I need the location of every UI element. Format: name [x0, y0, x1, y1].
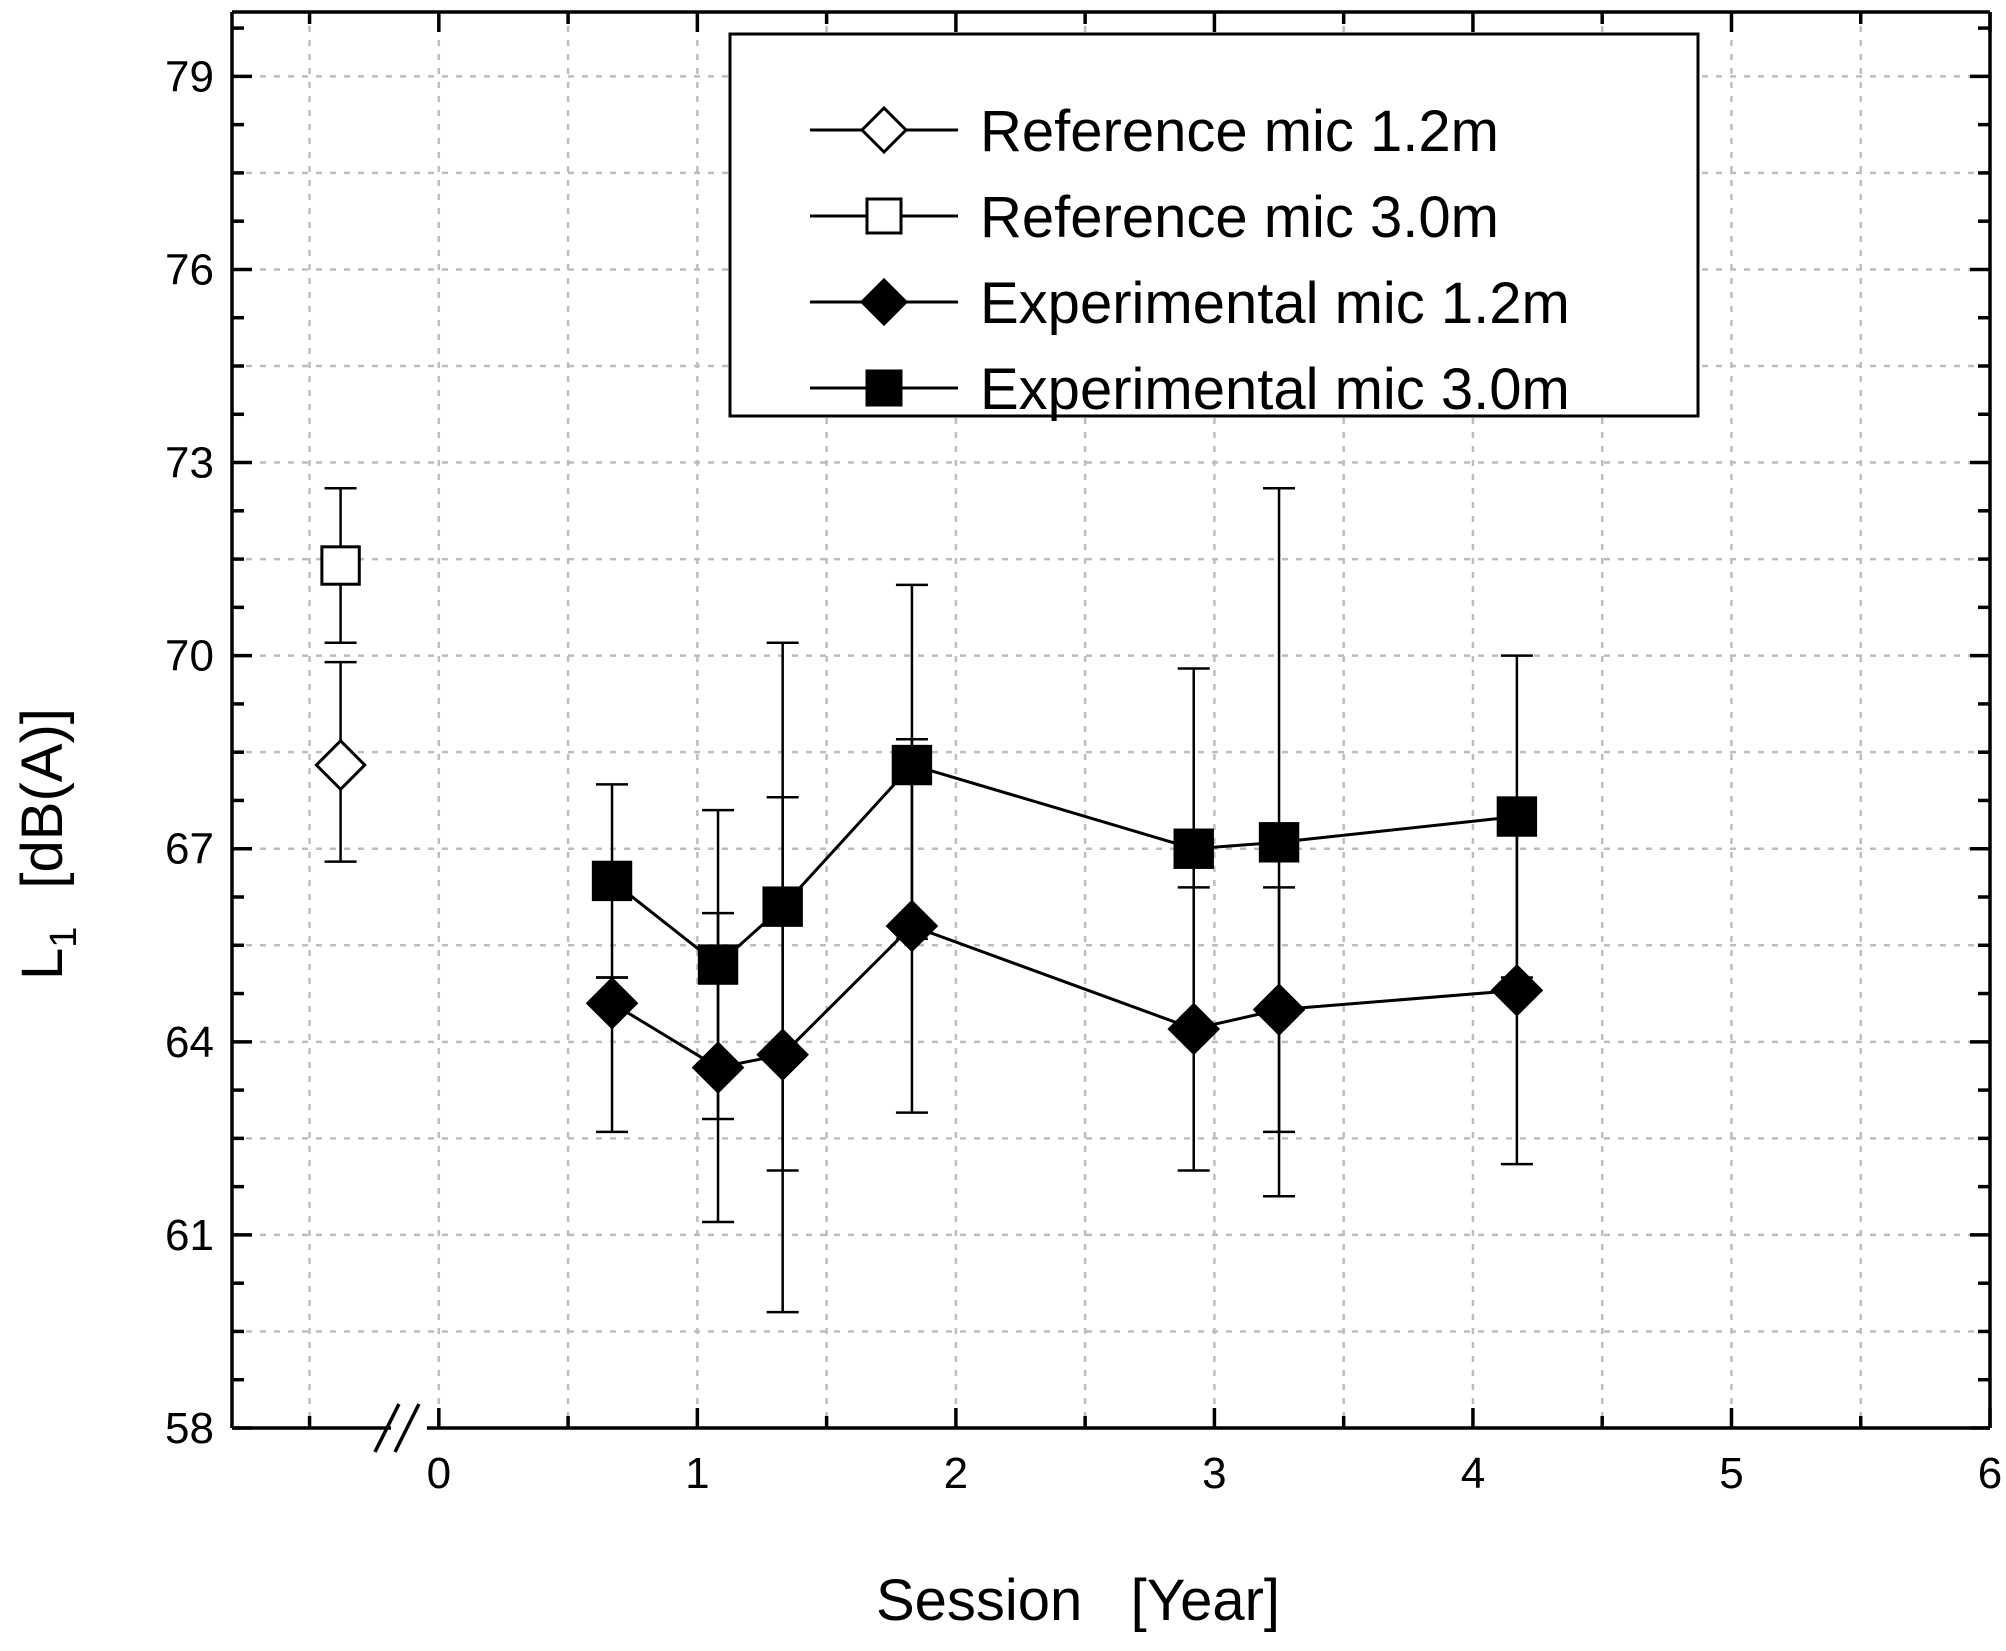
x-tick-label: 1 — [685, 1449, 709, 1498]
legend-marker — [859, 105, 909, 155]
y-tick-label: 70 — [165, 632, 214, 681]
data-point — [1258, 822, 1300, 863]
legend-entry: Reference mic 3.0m — [810, 185, 1499, 250]
y-tick-label: 73 — [165, 439, 214, 488]
series-line — [611, 763, 1518, 967]
legend-label: Reference mic 3.0m — [980, 185, 1499, 250]
y-tick-label: 61 — [165, 1211, 214, 1260]
x-axis-title: Session [Year] — [876, 1568, 1280, 1633]
legend-label: Experimental mic 1.2m — [980, 271, 1570, 336]
plot-series — [314, 487, 1544, 1314]
series-line — [611, 924, 1518, 1070]
data-point — [1173, 828, 1214, 869]
legend-entry: Experimental mic 3.0m — [810, 357, 1570, 422]
data-point — [697, 944, 739, 985]
data-point — [320, 545, 361, 586]
grid-lines — [232, 12, 1990, 1428]
data-point — [585, 976, 639, 1030]
axes — [230, 10, 1992, 1430]
data-point — [762, 886, 803, 927]
legend-label: Experimental mic 3.0m — [980, 357, 1570, 422]
y-tick-label: 79 — [165, 52, 214, 101]
series-reference-mic-1-2m — [314, 660, 367, 863]
data-point — [1496, 796, 1538, 837]
data-point — [591, 860, 633, 902]
legend-entry: Experimental mic 1.2m — [810, 271, 1570, 336]
legend-marker — [859, 277, 909, 327]
y-axis-title-sub: 1 — [43, 927, 85, 948]
series-reference-mic-3-0m — [320, 487, 361, 645]
x-tick-label: 6 — [1978, 1449, 2002, 1498]
axis-break-mark — [393, 1403, 421, 1453]
x-tick-label: 0 — [427, 1449, 451, 1498]
y-tick-label: 58 — [165, 1404, 214, 1453]
y-tick-label: 67 — [165, 825, 214, 874]
legend-entry: Reference mic 1.2m — [810, 99, 1499, 164]
axis-ticks: 58 61 64 67 70 73 76 79 0 1 2 3 4 5 6 — [165, 12, 2002, 1498]
legend-marker — [865, 369, 903, 407]
data-point — [891, 744, 933, 786]
y-tick-label: 76 — [165, 245, 214, 294]
x-tick-label: 3 — [1202, 1449, 1226, 1498]
axis-break-mark — [373, 1403, 401, 1453]
x-tick-label: 2 — [944, 1449, 968, 1498]
data-point — [314, 738, 367, 792]
legend-label: Reference mic 1.2m — [980, 99, 1499, 164]
y-tick-label: 64 — [165, 1018, 214, 1067]
x-tick-label: 4 — [1461, 1449, 1485, 1498]
x-tick-label: 5 — [1719, 1449, 1743, 1498]
series-experimental-mic-1-2m — [585, 738, 1544, 1314]
y-axis-title: L1 [dB(A)] — [10, 708, 85, 980]
svg-text:L1[dB(A)]: L1 [dB(A)] — [10, 708, 85, 980]
legend-marker — [865, 197, 903, 235]
series-experimental-mic-3-0m — [591, 487, 1538, 1172]
legend: Reference mic 1.2m Reference mic 3.0m Expe… — [728, 32, 1700, 422]
axis-break — [373, 1403, 421, 1453]
y-axis-title-unit: [dB(A)] — [10, 708, 75, 889]
y-axis-title-main: L — [10, 948, 75, 980]
